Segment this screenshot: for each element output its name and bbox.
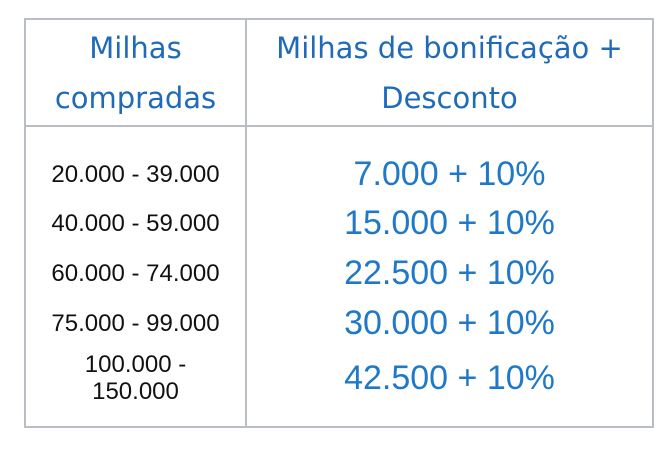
table-row-5-range: 100.000 - 150.000 bbox=[26, 348, 245, 408]
table-row-5-range-line1: 100.000 - bbox=[84, 351, 187, 378]
table-row-5-bonus: 42.500 + 10% bbox=[344, 358, 555, 397]
header-bonus-discount-line2: Desconto bbox=[381, 80, 518, 115]
header-bonus-discount: Milhas de bonificação + Desconto bbox=[247, 20, 652, 125]
table-row-5-range-line2: 150.000 bbox=[92, 378, 179, 405]
header-miles-purchased-line2: compradas bbox=[54, 80, 217, 115]
table-row-4-bonus: 30.000 + 10% bbox=[344, 303, 555, 342]
table-row-4-range: 75.000 - 99.000 bbox=[51, 309, 220, 337]
header-divider bbox=[26, 125, 652, 127]
table-row-2-bonus: 15.000 + 10% bbox=[344, 203, 555, 242]
miles-bonus-table: Milhas compradas Milhas de bonificação +… bbox=[24, 18, 654, 428]
table-row-1-bonus: 7.000 + 10% bbox=[353, 154, 546, 193]
header-miles-purchased: Milhas compradas bbox=[26, 20, 245, 125]
header-miles-purchased-line1: Milhas bbox=[89, 30, 182, 65]
table-row-2-range: 40.000 - 59.000 bbox=[51, 209, 220, 237]
table-row-1-range: 20.000 - 39.000 bbox=[51, 160, 220, 188]
table-row-3-range: 60.000 - 74.000 bbox=[51, 259, 220, 287]
table-row-3-bonus: 22.500 + 10% bbox=[344, 253, 555, 292]
header-bonus-discount-line1: Milhas de bonificação + bbox=[276, 30, 623, 65]
column-divider bbox=[245, 20, 247, 426]
